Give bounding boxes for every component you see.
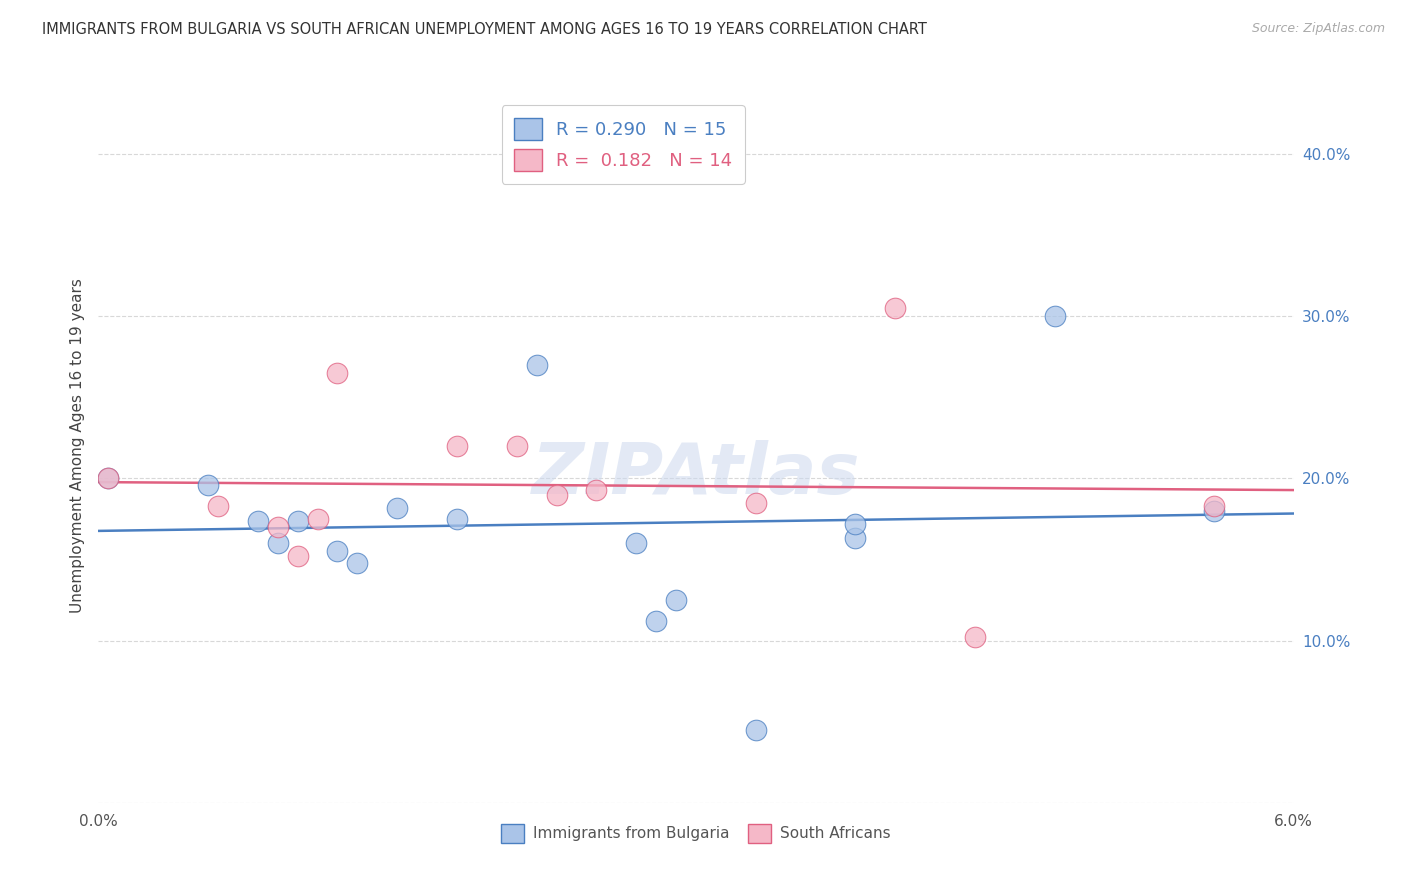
Point xyxy=(585,483,607,497)
Text: ZIPAtlas: ZIPAtlas xyxy=(531,440,860,509)
Point xyxy=(326,366,349,380)
Point xyxy=(246,514,269,528)
Point xyxy=(665,593,688,607)
Point xyxy=(307,512,329,526)
Point xyxy=(645,614,668,628)
Point xyxy=(197,478,219,492)
Point xyxy=(207,499,229,513)
Point xyxy=(963,631,986,645)
Point xyxy=(267,520,290,534)
Point xyxy=(1202,499,1225,513)
Point xyxy=(97,471,120,485)
Point xyxy=(1202,504,1225,518)
Point xyxy=(385,500,409,515)
Point xyxy=(287,514,309,528)
Point xyxy=(546,488,568,502)
Y-axis label: Unemployment Among Ages 16 to 19 years: Unemployment Among Ages 16 to 19 years xyxy=(69,278,84,614)
Point xyxy=(267,536,290,550)
Point xyxy=(326,544,349,558)
Point xyxy=(97,471,120,485)
Point xyxy=(884,301,907,315)
Point xyxy=(446,439,468,453)
Point xyxy=(745,496,768,510)
Text: IMMIGRANTS FROM BULGARIA VS SOUTH AFRICAN UNEMPLOYMENT AMONG AGES 16 TO 19 YEARS: IMMIGRANTS FROM BULGARIA VS SOUTH AFRICA… xyxy=(42,22,927,37)
Point xyxy=(844,516,866,531)
Point xyxy=(506,439,529,453)
Point xyxy=(287,549,309,564)
Point xyxy=(526,358,548,372)
Point xyxy=(844,532,866,546)
Legend: Immigrants from Bulgaria, South Africans: Immigrants from Bulgaria, South Africans xyxy=(495,818,897,848)
Text: Source: ZipAtlas.com: Source: ZipAtlas.com xyxy=(1251,22,1385,36)
Point xyxy=(745,723,768,737)
Point xyxy=(1043,310,1066,324)
Point xyxy=(346,556,368,570)
Point xyxy=(626,536,648,550)
Point xyxy=(446,512,468,526)
